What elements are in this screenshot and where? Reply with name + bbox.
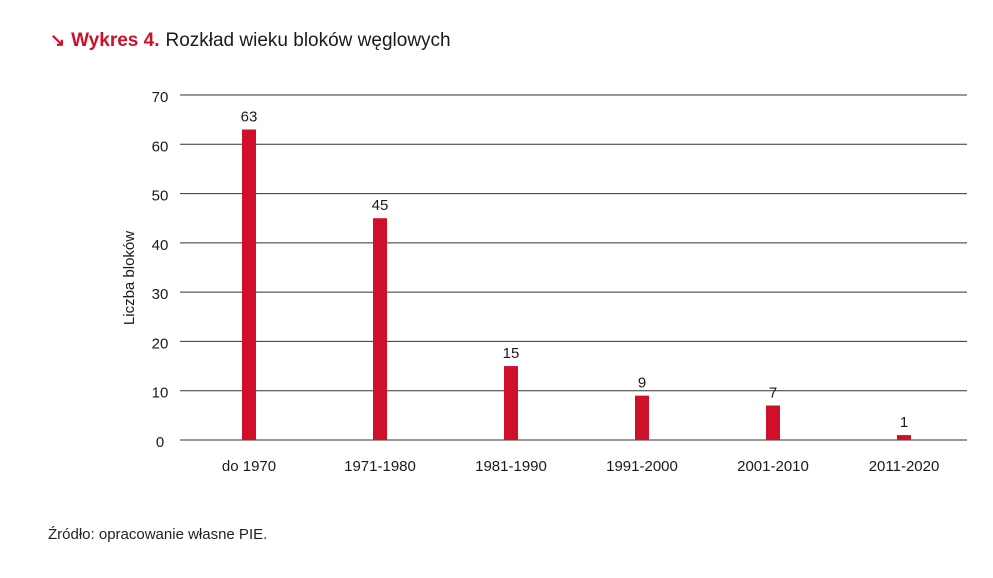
- bar: [635, 395, 649, 440]
- bar: [242, 129, 256, 440]
- source-note: Źródło: opracowanie własne PIE.: [48, 526, 268, 543]
- y-tick-label: 0: [156, 434, 164, 451]
- figure-label: Wykres 4.: [71, 30, 160, 51]
- y-tick-label: 10: [152, 385, 169, 402]
- bar: [766, 405, 780, 440]
- x-tick-label: 1971-1980: [344, 458, 416, 475]
- y-axis-label: Liczba bloków: [121, 231, 138, 325]
- x-tick-label: 2001-2010: [737, 458, 809, 475]
- data-label: 7: [769, 385, 777, 402]
- y-tick-label: 60: [152, 138, 169, 155]
- grid-lines: [180, 94, 967, 441]
- x-tick-label: 2011-2020: [869, 458, 940, 475]
- x-tick-label: 1981-1990: [475, 458, 547, 475]
- bar: [373, 218, 387, 440]
- y-tick-label: 40: [152, 237, 169, 254]
- chart-title: Rozkład wieku bloków węglowych: [165, 30, 451, 51]
- y-tick-label: 70: [152, 89, 169, 106]
- y-tick-label: 50: [152, 188, 169, 205]
- arrow-down-right-icon: ↘: [50, 30, 66, 50]
- data-label: 63: [241, 109, 258, 126]
- bar: [504, 366, 518, 440]
- y-tick-label: 20: [152, 335, 169, 352]
- x-tick-label: 1991-2000: [606, 458, 678, 475]
- y-tick-label: 30: [152, 286, 169, 303]
- bars: [242, 129, 911, 440]
- data-label: 1: [900, 414, 908, 431]
- x-tick-label: do 1970: [222, 458, 276, 475]
- data-labels: 63 45 15 9 7 1: [241, 109, 909, 432]
- y-tick-labels: 0 10 20 30 40 50 60 70: [152, 89, 169, 451]
- x-tick-labels: do 1970 1971-1980 1981-1990 1991-2000 2001-2…: [222, 458, 939, 475]
- chart-header: ↘ Wykres 4. Rozkład wieku bloków węglowych: [50, 30, 451, 52]
- data-label: 15: [503, 345, 520, 362]
- data-label: 45: [372, 197, 389, 214]
- data-label: 9: [638, 375, 646, 392]
- bar: [897, 435, 911, 440]
